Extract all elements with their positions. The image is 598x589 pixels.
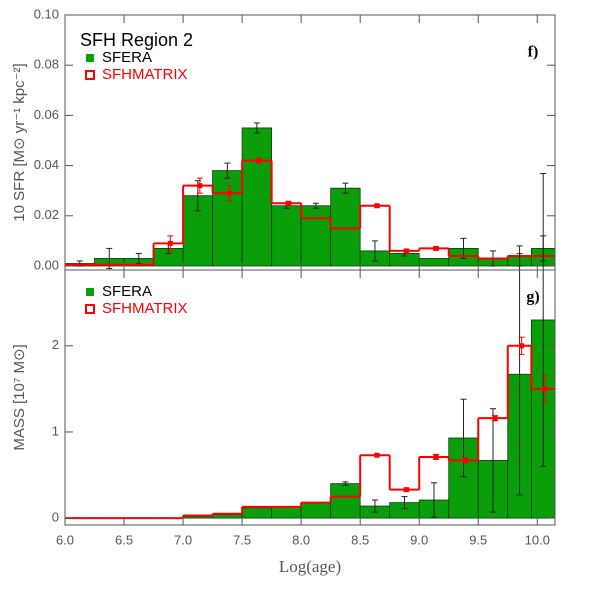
y-tick-label: 0.06 (34, 107, 59, 122)
bar (212, 514, 243, 519)
bar (271, 506, 302, 519)
marker (256, 158, 262, 164)
y-tick-label: 0.10 (34, 6, 59, 21)
marker (374, 203, 380, 209)
marker (492, 415, 498, 421)
x-tick-label: 8.5 (351, 532, 369, 547)
legend-label: SFERA (102, 49, 152, 66)
marker (167, 240, 173, 246)
marker (519, 343, 525, 349)
marker (403, 248, 409, 254)
legend-label: SFERA (102, 283, 152, 300)
plot-frame (64, 269, 556, 526)
y-tick-label: 0.04 (34, 157, 59, 172)
y-tick-label: 0 (52, 510, 59, 525)
bar (330, 187, 361, 267)
marker (462, 457, 468, 463)
marker (542, 386, 548, 392)
bar (241, 127, 273, 267)
legend-label: SFHMATRIX (102, 66, 188, 83)
legend-swatch (85, 304, 95, 314)
y-tick-label: 0.00 (34, 257, 59, 272)
x-tick-label: 6.0 (56, 532, 74, 547)
x-tick-label: 7.5 (233, 532, 251, 547)
x-tick-label: 10.0 (525, 532, 550, 547)
panel-label: g) (526, 289, 539, 306)
y-tick-label: 2 (52, 337, 59, 352)
bar (300, 205, 332, 267)
x-tick-label: 7.0 (174, 532, 192, 547)
x-tick-label: 9.0 (410, 532, 428, 547)
marker (285, 200, 291, 206)
panel-title: SFH Region 2 (80, 30, 193, 50)
y-axis-label: 10 SFR [M⊙ yr⁻¹ kpc⁻²] (11, 63, 28, 221)
bar (300, 502, 332, 519)
legend-swatch (86, 54, 94, 62)
bar (330, 483, 361, 519)
marker (433, 245, 439, 251)
panel-label: f) (528, 44, 539, 61)
y-tick-label: 0.02 (34, 207, 59, 222)
x-tick-label: 6.5 (115, 532, 133, 547)
y-tick-label: 1 (52, 423, 59, 438)
legend-swatch (86, 288, 94, 296)
bar (418, 258, 450, 267)
marker (403, 487, 409, 493)
bar (212, 170, 243, 267)
bar (241, 507, 273, 519)
marker (374, 452, 380, 458)
legend-label: SFHMATRIX (102, 300, 188, 317)
x-tick-label: 9.5 (469, 532, 487, 547)
marker (197, 183, 203, 189)
bar (182, 515, 213, 519)
x-axis-label: Log(age) (279, 557, 341, 576)
x-tick-label: 8.0 (292, 532, 310, 547)
y-axis-label: MASS [10⁷ M⊙] (11, 344, 28, 450)
marker (433, 454, 439, 460)
y-tick-label: 0.08 (34, 57, 59, 72)
bar (271, 205, 302, 267)
marker (226, 190, 232, 196)
legend-swatch (85, 70, 95, 80)
